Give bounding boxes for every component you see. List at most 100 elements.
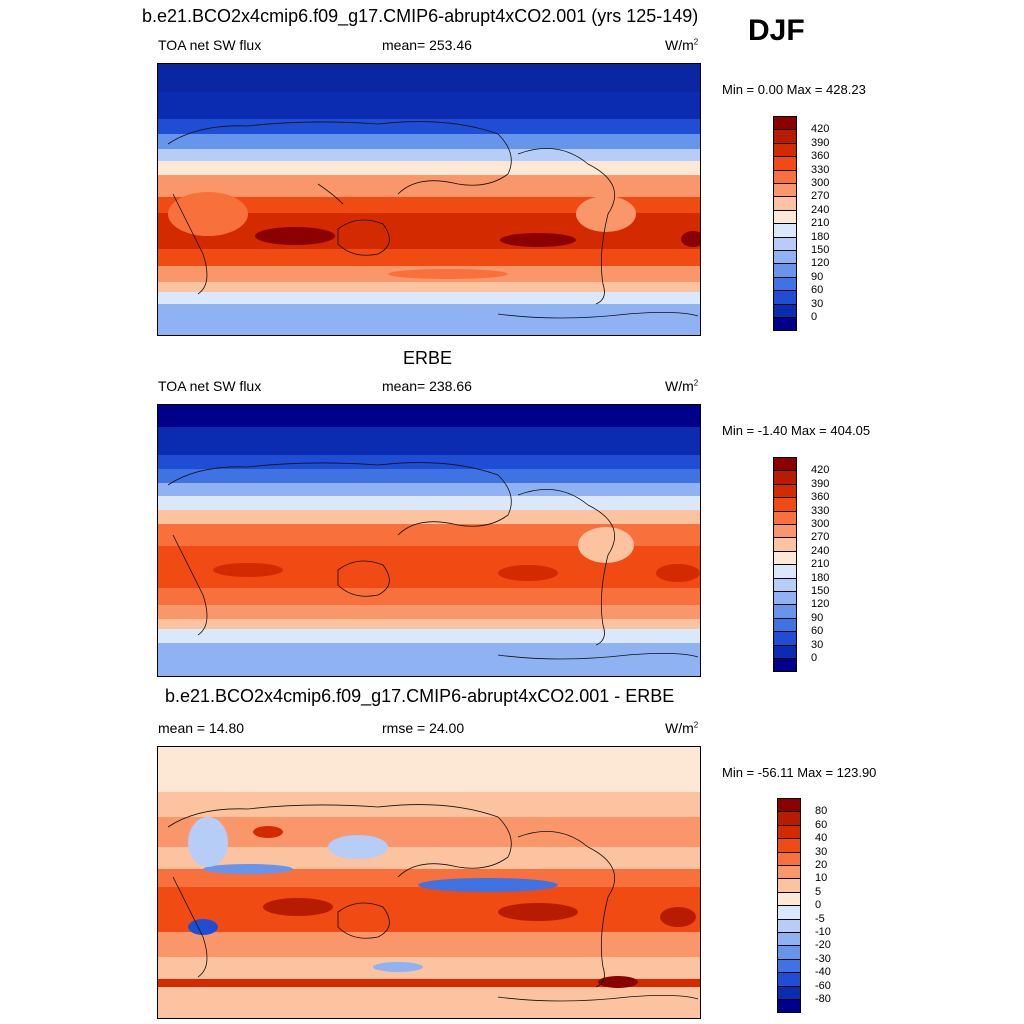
- colorbar-tick-label: 30: [815, 845, 828, 858]
- colorbar-swatch: [777, 851, 801, 866]
- colorbar-swatch: [773, 537, 797, 552]
- colorbar-swatch: [773, 250, 797, 265]
- colorbar-tick-label: 360: [811, 150, 830, 163]
- colorbar-swatch: [773, 196, 797, 211]
- colorbar-tick-label: -10: [815, 926, 831, 938]
- colorbar-tick-label: 390: [811, 136, 830, 149]
- colorbar-tick-label: 150: [811, 585, 830, 597]
- colorbar-tick-label: 0: [815, 899, 822, 912]
- colorbar-swatch: [773, 591, 797, 606]
- colorbar-tick-label: 0: [811, 311, 818, 323]
- colorbar-tick-label: 300: [811, 177, 830, 189]
- colorbar-swatch: [777, 918, 801, 933]
- colorbar-swatch: [773, 470, 797, 485]
- colorbar-swatch: [773, 116, 797, 131]
- colorbar-tick-label: 5: [815, 885, 822, 898]
- colorbar-swatch: [773, 604, 797, 619]
- colorbar-swatch: [773, 236, 797, 251]
- colorbar-tick-label: 0: [811, 652, 818, 664]
- colorbar-tick-label: 240: [811, 544, 830, 557]
- colorbar-tick-label: 330: [811, 163, 830, 176]
- colorbar-swatch: [777, 865, 801, 880]
- colorbar-swatch: [773, 303, 797, 318]
- colorbar-tick-label: 120: [811, 598, 830, 611]
- colorbar-tick-label: 40: [815, 832, 828, 845]
- colorbar-tick-label: 10: [815, 872, 828, 885]
- colorbar-swatch: [777, 905, 801, 920]
- colorbar-tick-label: 270: [811, 190, 830, 203]
- colorbar-tick-label: 180: [811, 571, 830, 584]
- colorbar-swatch: [773, 169, 797, 184]
- colorbar-tick-label: 20: [815, 859, 828, 871]
- colorbar-tick-label: 60: [815, 818, 828, 831]
- colorbar-swatch: [777, 824, 801, 840]
- colorbar-swatch: [777, 891, 801, 907]
- colorbar-tick-label: 150: [811, 244, 830, 256]
- colorbar-swatch: [777, 945, 801, 960]
- colorbar-swatch: [777, 878, 801, 893]
- panel3-units: W/m2: [665, 720, 699, 736]
- colorbar-swatch: [773, 263, 797, 278]
- colorbar-swatch: [773, 457, 797, 472]
- colorbar-tick-label: 80: [815, 805, 828, 818]
- colorbar-swatch: [777, 985, 801, 1000]
- colorbar-swatch: [773, 223, 797, 238]
- panel2-title: ERBE: [403, 348, 453, 368]
- colorbar-swatch: [773, 209, 797, 225]
- colorbar-tick-label: 210: [811, 558, 830, 571]
- colorbar-swatch: [777, 932, 801, 947]
- colorbar-swatch: [773, 497, 797, 512]
- colorbar-swatch: [773, 564, 797, 579]
- colorbar-tick-label: -20: [815, 939, 831, 952]
- colorbar-tick-label: 120: [811, 257, 830, 270]
- panel3-title: b.e21.BCO2x4cmip6.f09_g17.CMIP6-abrupt4x…: [165, 686, 675, 706]
- colorbar-tick-label: -60: [815, 979, 831, 992]
- colorbar-swatch: [773, 317, 797, 332]
- colorbar-swatch: [777, 972, 801, 987]
- colorbar-swatch: [773, 631, 797, 646]
- panel2-units: W/m2: [665, 378, 699, 394]
- colorbar-swatch: [777, 811, 801, 826]
- panel1-mean-label: mean= 253.46: [382, 37, 472, 53]
- colorbar-tick-label: 30: [811, 638, 824, 651]
- colorbar-swatch: [773, 483, 797, 499]
- colorbar-tick-label: 60: [811, 284, 824, 297]
- colorbar-tick-label: 390: [811, 477, 830, 490]
- colorbar-swatch: [773, 577, 797, 592]
- panel3-map: [157, 746, 701, 1019]
- colorbar-tick-label: 420: [811, 464, 830, 477]
- colorbar-tick-label: 240: [811, 203, 830, 216]
- colorbar-swatch: [777, 958, 801, 974]
- colorbar-tick-label: 330: [811, 504, 830, 517]
- panel3-minmax: Min = -56.11 Max = 123.90: [722, 765, 877, 780]
- colorbar-tick-label: -40: [815, 966, 831, 979]
- panel1-variable-label: TOA net SW flux: [158, 37, 262, 53]
- colorbar-swatch: [773, 142, 797, 158]
- colorbar-swatch: [773, 183, 797, 198]
- panel2-mean-label: mean= 238.66: [382, 378, 472, 394]
- colorbar-swatch: [773, 276, 797, 292]
- panel1-units: W/m2: [665, 37, 699, 53]
- colorbar-swatch: [777, 798, 801, 813]
- colorbar-swatch: [773, 524, 797, 539]
- colorbar-swatch: [777, 838, 801, 853]
- colorbar-swatch: [773, 156, 797, 171]
- colorbar-tick-label: 90: [811, 270, 824, 283]
- colorbar-swatch: [773, 550, 797, 566]
- colorbar-tick-label: 300: [811, 518, 830, 530]
- colorbar-swatch: [773, 290, 797, 305]
- colorbar-swatch: [773, 644, 797, 659]
- panel2-minmax: Min = -1.40 Max = 404.05: [722, 423, 871, 438]
- colorbar-tick-label: 210: [811, 217, 830, 230]
- colorbar-tick-label: -5: [815, 912, 825, 925]
- season-label: DJF: [748, 14, 805, 47]
- colorbar-tick-label: 90: [811, 611, 824, 624]
- colorbar-swatch: [773, 658, 797, 673]
- colorbar-swatch: [773, 617, 797, 633]
- colorbar-tick-label: 60: [811, 625, 824, 638]
- panel1-title: b.e21.BCO2x4cmip6.f09_g17.CMIP6-abrupt4x…: [142, 6, 699, 26]
- panel2-map: [157, 404, 701, 677]
- colorbar-tick-label: 180: [811, 230, 830, 243]
- colorbar-tick-label: -30: [815, 952, 831, 965]
- colorbar-tick-label: 420: [811, 123, 830, 136]
